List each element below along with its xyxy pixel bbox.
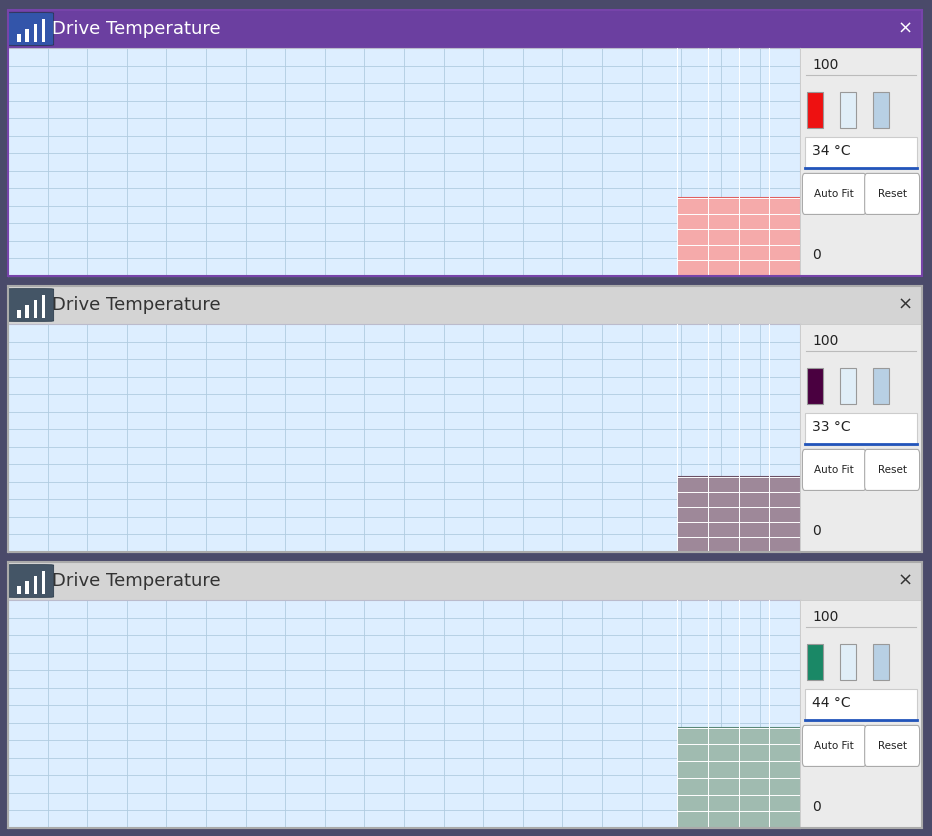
Bar xyxy=(873,92,889,128)
Bar xyxy=(25,304,29,319)
FancyBboxPatch shape xyxy=(802,173,866,215)
FancyBboxPatch shape xyxy=(865,726,920,767)
Text: 0: 0 xyxy=(812,248,821,263)
Text: ×: × xyxy=(898,296,913,314)
Text: Auto Fit: Auto Fit xyxy=(815,189,854,199)
Text: 34 °C: 34 °C xyxy=(812,145,851,158)
Bar xyxy=(873,645,889,680)
FancyBboxPatch shape xyxy=(865,450,920,491)
Text: ×: × xyxy=(898,572,913,590)
Text: 100: 100 xyxy=(812,59,839,72)
Bar xyxy=(34,300,37,319)
Bar xyxy=(805,137,917,169)
FancyBboxPatch shape xyxy=(6,564,54,598)
Bar xyxy=(42,295,46,319)
Text: Drive Temperature: Drive Temperature xyxy=(52,296,221,314)
FancyBboxPatch shape xyxy=(865,173,920,215)
Text: Auto Fit: Auto Fit xyxy=(815,741,854,751)
Bar xyxy=(17,33,21,43)
Text: 0: 0 xyxy=(812,524,821,538)
Text: Drive Temperature: Drive Temperature xyxy=(52,20,221,38)
Bar xyxy=(841,645,857,680)
Text: Reset: Reset xyxy=(878,465,907,475)
Text: 44 °C: 44 °C xyxy=(812,696,851,711)
Bar xyxy=(807,92,823,128)
Bar xyxy=(42,19,46,43)
Bar xyxy=(678,727,800,828)
Bar xyxy=(841,368,857,404)
Bar xyxy=(873,368,889,404)
Bar xyxy=(805,689,917,721)
Text: 100: 100 xyxy=(812,334,839,349)
Text: 100: 100 xyxy=(812,610,839,624)
Bar xyxy=(678,198,800,276)
FancyBboxPatch shape xyxy=(802,726,866,767)
Bar xyxy=(34,23,37,43)
Text: Drive Temperature: Drive Temperature xyxy=(52,572,221,590)
Text: 0: 0 xyxy=(812,800,821,814)
FancyBboxPatch shape xyxy=(6,13,54,45)
Bar xyxy=(678,477,800,552)
Bar xyxy=(17,309,21,319)
Bar xyxy=(17,586,21,594)
Bar xyxy=(25,28,29,43)
Bar xyxy=(34,576,37,594)
Text: Reset: Reset xyxy=(878,741,907,751)
Text: 33 °C: 33 °C xyxy=(812,421,851,434)
Text: Reset: Reset xyxy=(878,189,907,199)
FancyBboxPatch shape xyxy=(802,450,866,491)
Bar xyxy=(25,581,29,594)
Text: Auto Fit: Auto Fit xyxy=(815,465,854,475)
Bar xyxy=(807,645,823,680)
FancyBboxPatch shape xyxy=(6,288,54,321)
Bar xyxy=(805,413,917,445)
Bar xyxy=(841,92,857,128)
Bar xyxy=(42,571,46,594)
Bar xyxy=(807,368,823,404)
Text: ×: × xyxy=(898,20,913,38)
